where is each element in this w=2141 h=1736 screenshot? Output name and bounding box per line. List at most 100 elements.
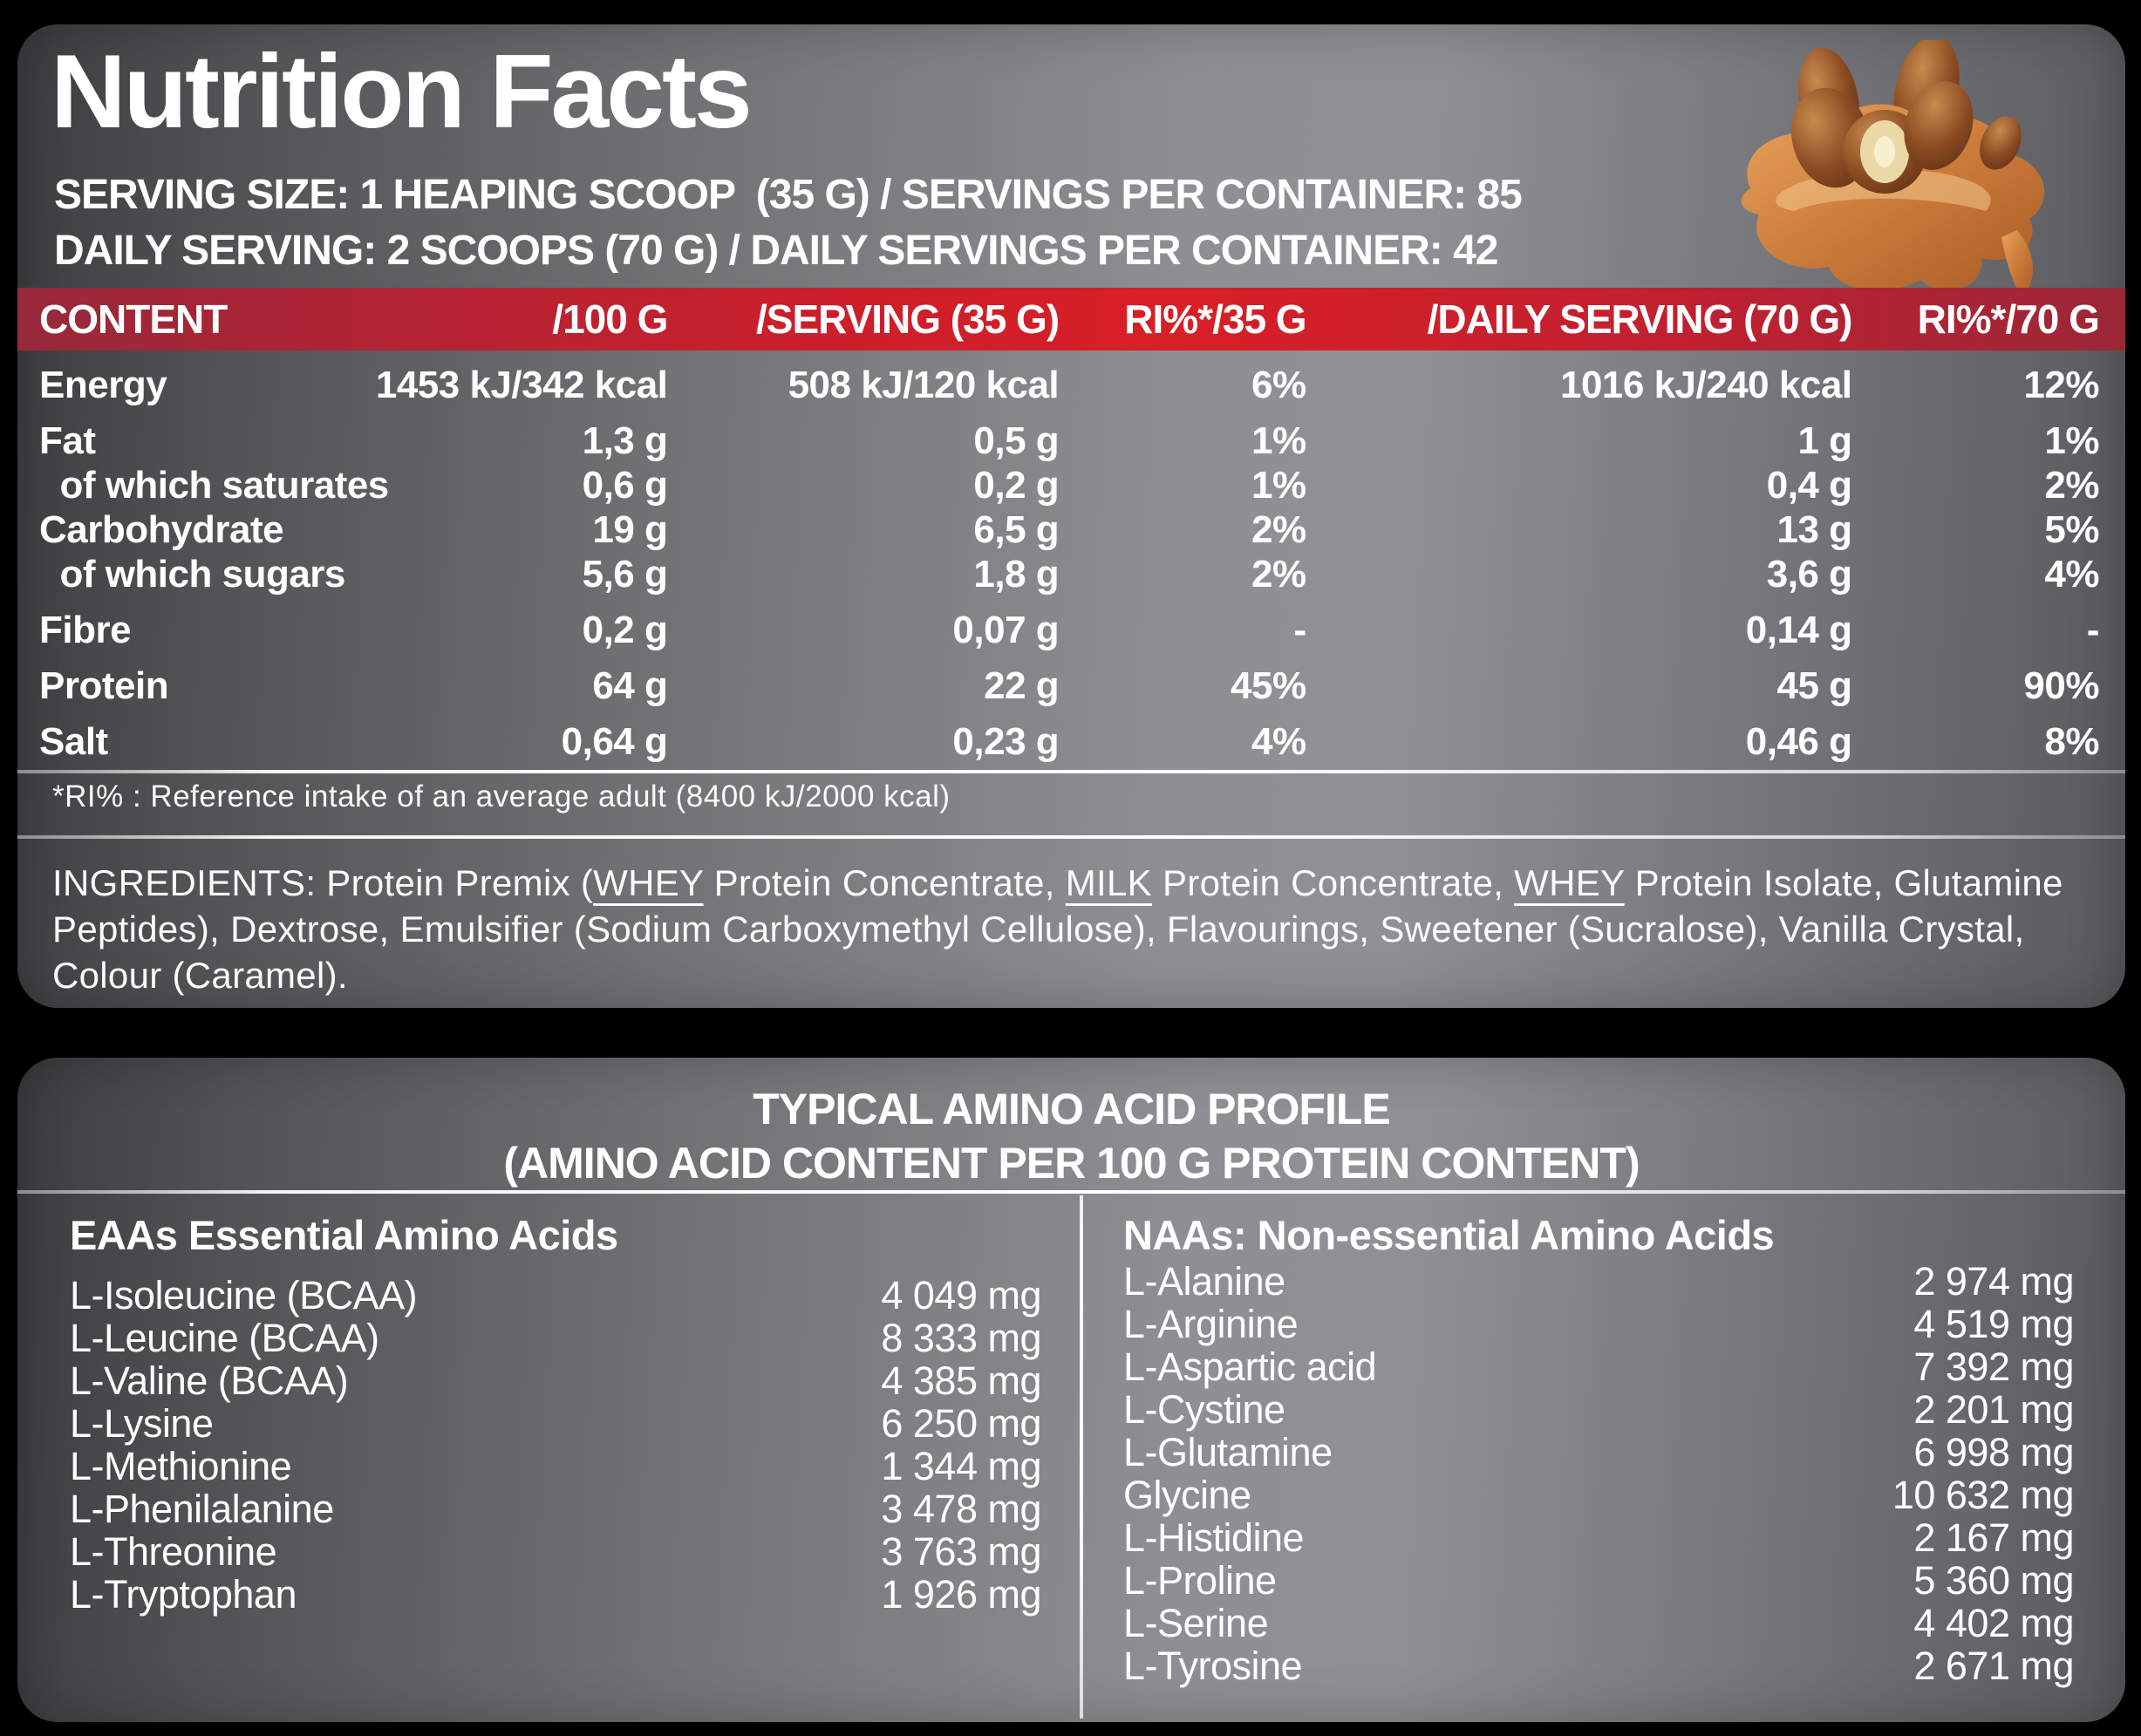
amino-name: L-Tyrosine <box>1123 1644 1303 1688</box>
nutrition-table-body: Energy 1453 kJ/342 kcal 508 kJ/120 kcal … <box>17 363 2125 764</box>
table-row: of which sugars 5,6 g 1,8 g 2% 3,6 g 4% <box>17 552 2125 596</box>
amino-profile-panel: TYPICAL AMINO ACID PROFILE (AMINO ACID C… <box>17 1058 2125 1722</box>
amino-value: 6 250 mg <box>881 1401 1041 1446</box>
value-ri-35g: 1% <box>1251 464 1306 507</box>
nutrient-name: Fat <box>39 419 96 462</box>
amino-profile-subtitle: (AMINO ACID CONTENT PER 100 G PROTEIN CO… <box>503 1139 1640 1188</box>
list-item: L-Histidine 2 167 mg <box>1123 1516 2074 1559</box>
value-per-daily-serving: 13 g <box>1776 508 1852 551</box>
value-ri-35g: 4% <box>1251 720 1306 763</box>
nutrient-name: Carbohydrate <box>39 508 284 551</box>
table-row: Fat 1,3 g 0,5 g 1% 1 g 1% <box>17 419 2125 463</box>
amino-name: L-Serine <box>1123 1601 1269 1645</box>
divider-line <box>17 835 2125 839</box>
list-item: L-Isoleucine (BCAA) 4 049 mg <box>70 1274 1041 1317</box>
list-item: L-Serine 4 402 mg <box>1123 1602 2074 1644</box>
table-row: Salt 0,64 g 0,23 g 4% 0,46 g 8% <box>17 719 2125 764</box>
ri-footnote: *RI% : Reference intake of an average ad… <box>52 779 951 814</box>
table-row: of which saturates 0,6 g 0,2 g 1% 0,4 g … <box>17 463 2125 507</box>
list-item: L-Methionine 1 344 mg <box>70 1445 1041 1488</box>
naa-header: NAAs: Non-essential Amino Acids <box>1123 1212 1775 1258</box>
value-per-serving: 22 g <box>984 664 1060 707</box>
eaa-list: L-Isoleucine (BCAA) 4 049 mg L-Leucine (… <box>70 1274 1041 1616</box>
list-item: L-Phenilalanine 3 478 mg <box>70 1488 1041 1530</box>
value-per-100g: 1453 kJ/342 kcal <box>375 364 668 406</box>
value-per-daily-serving: 0,4 g <box>1766 464 1852 507</box>
list-item: L-Leucine (BCAA) 8 333 mg <box>70 1317 1041 1359</box>
list-item: L-Alanine 2 974 mg <box>1123 1260 2074 1303</box>
list-item: L-Tryptophan 1 926 mg <box>70 1573 1041 1616</box>
amino-name: L-Arginine <box>1123 1302 1299 1346</box>
amino-name: L-Alanine <box>1123 1259 1285 1304</box>
amino-value: 1 344 mg <box>881 1444 1041 1488</box>
list-item: L-Arginine 4 519 mg <box>1123 1303 2074 1345</box>
amino-value: 2 671 mg <box>1913 1644 2074 1688</box>
col-header-per-daily-serving: /DAILY SERVING (70 G) <box>1427 296 1853 342</box>
value-per-daily-serving: 0,46 g <box>1745 720 1852 763</box>
nutrient-name: Energy <box>39 364 167 406</box>
naa-column: NAAs: Non-essential Amino Acids L-Alanin… <box>1123 1212 2075 1688</box>
value-per-100g: 0,2 g <box>582 609 668 651</box>
amino-value: 4 385 mg <box>881 1358 1041 1403</box>
col-header-ri-35g: RI%*/35 G <box>1124 296 1306 342</box>
value-per-daily-serving: 45 g <box>1776 664 1852 707</box>
amino-value: 8 333 mg <box>881 1316 1041 1360</box>
amino-name: Glycine <box>1123 1473 1251 1517</box>
value-per-100g: 1,3 g <box>582 419 668 462</box>
amino-profile-title: TYPICAL AMINO ACID PROFILE <box>753 1085 1391 1134</box>
value-ri-70g: 90% <box>2023 664 2099 707</box>
page-title: Nutrition Facts <box>51 33 753 150</box>
value-ri-35g: 6% <box>1251 364 1306 406</box>
amino-value: 4 402 mg <box>1913 1601 2074 1645</box>
value-per-serving: 508 kJ/120 kcal <box>788 364 1060 406</box>
value-per-100g: 0,6 g <box>582 464 668 507</box>
amino-value: 4 519 mg <box>1913 1302 2074 1346</box>
amino-name: L-Valine (BCAA) <box>70 1358 349 1403</box>
nutrient-name: Fibre <box>39 609 132 651</box>
nutrient-name: of which sugars <box>39 553 345 596</box>
value-per-serving: 1,8 g <box>973 553 1060 596</box>
amino-value: 1 926 mg <box>881 1572 1041 1617</box>
hazelnuts-caramel-image <box>1741 40 2045 296</box>
amino-value: 2 167 mg <box>1913 1515 2074 1560</box>
value-ri-70g: 8% <box>2044 720 2099 763</box>
divider-line <box>17 1190 2125 1194</box>
amino-value: 7 392 mg <box>1913 1345 2074 1389</box>
eaa-header: EAAs Essential Amino Acids <box>70 1212 618 1258</box>
value-per-serving: 0,23 g <box>952 720 1060 763</box>
amino-value: 3 763 mg <box>881 1529 1041 1574</box>
list-item: Glycine 10 632 mg <box>1123 1473 2075 1517</box>
value-per-100g: 64 g <box>592 664 668 707</box>
amino-name: L-Phenilalanine <box>70 1487 334 1531</box>
table-row: Protein 64 g 22 g 45% 45 g 90% <box>17 664 2125 708</box>
value-ri-70g: 1% <box>2044 419 2099 462</box>
nutrient-name: of which saturates <box>39 464 389 507</box>
value-ri-70g: 12% <box>2023 364 2099 406</box>
amino-value: 10 632 mg <box>1892 1473 2075 1517</box>
serving-size-line: SERVING SIZE: 1 HEAPING SCOOP (35 G) / S… <box>54 172 1523 218</box>
list-item: L-Threonine 3 763 mg <box>70 1530 1041 1573</box>
value-ri-35g: 45% <box>1231 664 1306 707</box>
value-per-100g: 19 g <box>592 508 668 551</box>
amino-name: L-Glutamine <box>1123 1430 1333 1474</box>
value-per-serving: 0,07 g <box>952 609 1060 651</box>
amino-value: 2 201 mg <box>1913 1387 2074 1432</box>
amino-name: L-Lysine <box>70 1401 214 1446</box>
amino-name: L-Tryptophan <box>70 1572 297 1617</box>
col-header-ri-70g: RI%*/70 G <box>1917 296 2100 342</box>
nutrient-name: Salt <box>39 720 108 763</box>
list-item: L-Valine (BCAA) 4 385 mg <box>70 1359 1041 1402</box>
value-ri-35g: 2% <box>1251 508 1306 551</box>
amino-value: 3 478 mg <box>881 1487 1041 1531</box>
eaa-column: EAAs Essential Amino Acids L-Isoleucine … <box>70 1212 1041 1617</box>
value-ri-70g: 5% <box>2044 508 2099 551</box>
amino-name: L-Isoleucine (BCAA) <box>70 1273 418 1317</box>
value-per-serving: 6,5 g <box>973 508 1060 551</box>
list-item: L-Cystine 2 201 mg <box>1123 1388 2074 1431</box>
amino-value: 2 974 mg <box>1913 1259 2074 1304</box>
nutrition-facts-panel: Nutrition Facts SERVING SIZE: 1 HEAPING … <box>17 24 2125 1008</box>
value-ri-35g: - <box>1293 609 1306 651</box>
amino-value: 6 998 mg <box>1913 1430 2074 1474</box>
value-ri-35g: 2% <box>1251 553 1306 596</box>
